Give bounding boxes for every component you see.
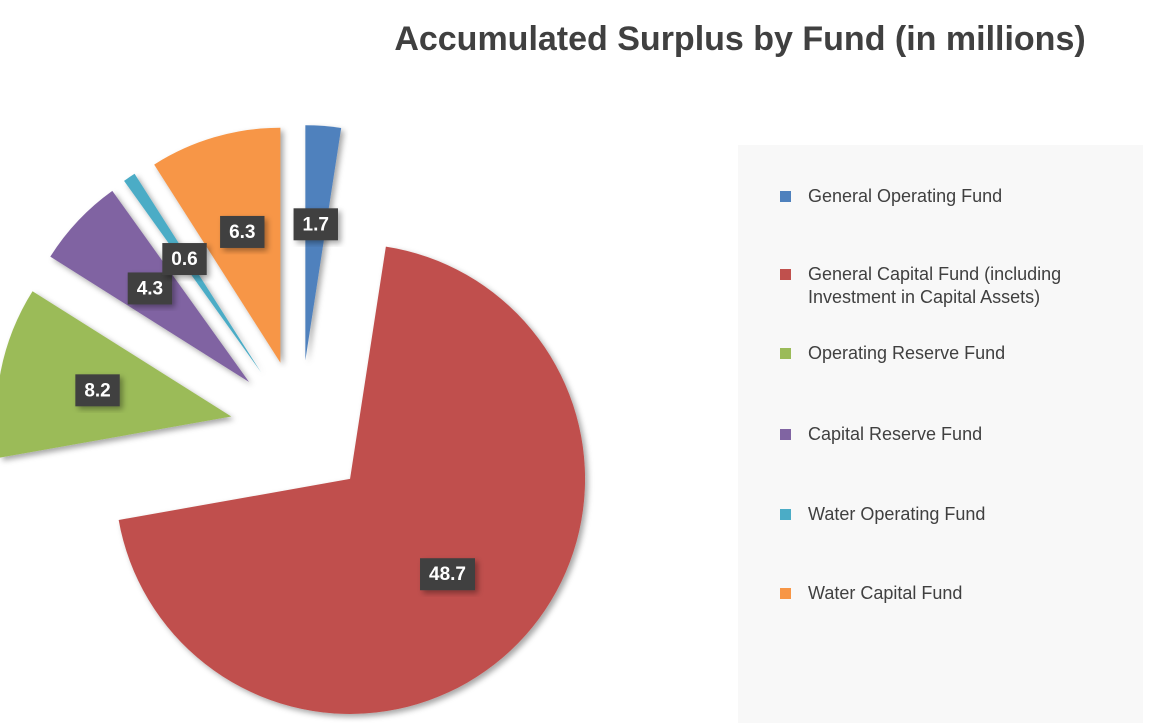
data-label-box (127, 272, 173, 305)
data-label: 8.2 (75, 374, 120, 407)
legend-swatch (780, 191, 791, 202)
data-label-text: 4.3 (137, 278, 163, 299)
legend-label: Capital Reserve Fund (808, 424, 983, 444)
legend-label: General Capital Fund (including Investme… (808, 264, 1062, 307)
chart-title: Accumulated Surplus by Fund (in millions… (394, 20, 1085, 58)
data-label-box (293, 208, 338, 241)
pie-slice (154, 127, 281, 363)
legend-swatch (780, 348, 791, 359)
legend-label: Water Operating Fund (808, 504, 986, 524)
pie-slice (118, 246, 586, 714)
legend-item: Water Capital Fund (780, 582, 1110, 605)
data-label: 48.7 (420, 558, 476, 591)
data-label-text: 1.7 (303, 214, 329, 235)
data-label: 1.7 (293, 208, 338, 241)
data-label-text: 0.6 (171, 249, 197, 270)
data-label-text: 48.7 (429, 564, 466, 585)
legend-swatch (780, 269, 791, 280)
data-label: 6.3 (220, 215, 265, 248)
data-label: 0.6 (162, 243, 207, 276)
data-label-text: 6.3 (229, 222, 255, 243)
legend-item: General Operating Fund (780, 185, 1110, 208)
legend-swatch (780, 429, 791, 440)
pie-slice (305, 125, 342, 361)
legend-item: Water Operating Fund (780, 503, 1110, 526)
data-label-box (75, 374, 120, 407)
data-label: 4.3 (127, 272, 173, 305)
legend-swatch (780, 509, 791, 520)
legend-item: Capital Reserve Fund (780, 423, 1110, 446)
legend-item: Operating Reserve Fund (780, 342, 1110, 365)
data-label-text: 8.2 (84, 380, 110, 401)
legend-label: Water Capital Fund (808, 583, 963, 603)
legend-label: Operating Reserve Fund (808, 343, 1006, 363)
legend: General Operating Fund General Capital Fu… (738, 145, 1143, 723)
data-label-box (420, 558, 476, 591)
legend-swatch (780, 588, 791, 599)
legend-label: General Operating Fund (808, 186, 1003, 206)
legend-item: General Capital Fund (including Investme… (780, 263, 1110, 309)
data-label-box (162, 243, 207, 276)
data-label-box (220, 215, 265, 248)
